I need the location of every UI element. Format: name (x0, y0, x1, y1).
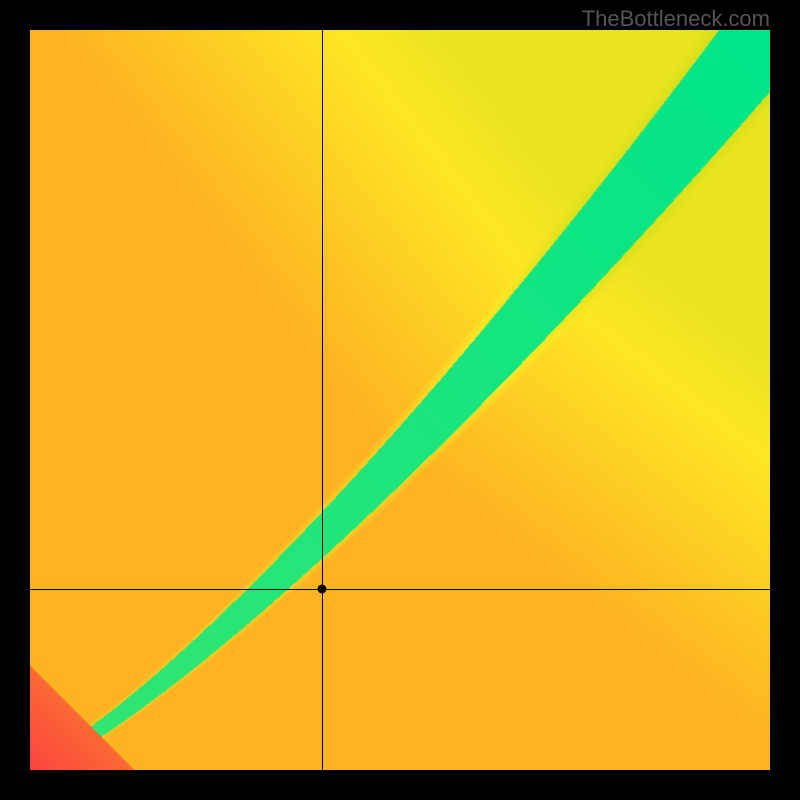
crosshair-vertical (322, 30, 323, 770)
heatmap-canvas (30, 30, 770, 770)
crosshair-marker (318, 584, 327, 593)
crosshair-horizontal (30, 589, 770, 590)
watermark-text: TheBottleneck.com (582, 6, 770, 32)
bottleneck-heatmap (30, 30, 770, 770)
